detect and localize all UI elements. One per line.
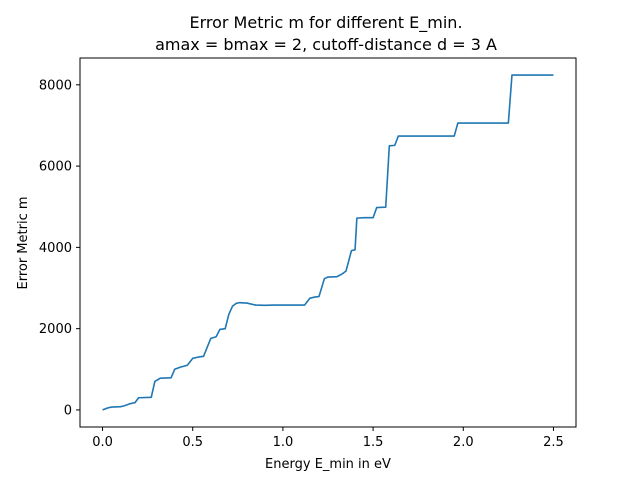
y-tick-label: 2000 bbox=[39, 322, 72, 337]
x-axis-label: Energy E_min in eV bbox=[265, 457, 391, 472]
y-tick-label: 8000 bbox=[39, 78, 72, 93]
x-axis: 0.0 0.5 1.0 1.5 2.0 2.5 bbox=[92, 427, 564, 450]
x-tick-label: 0.5 bbox=[182, 435, 203, 450]
chart-title-line-1: Error Metric m for different E_min. bbox=[189, 13, 462, 33]
series-line bbox=[102, 74, 554, 411]
y-axis: 0 2000 4000 6000 8000 bbox=[39, 78, 80, 418]
x-tick-label: 2.5 bbox=[543, 435, 564, 450]
x-tick-label: 1.0 bbox=[273, 435, 294, 450]
y-tick-label: 4000 bbox=[39, 241, 72, 256]
series-layer bbox=[102, 74, 554, 411]
y-axis-label: Error Metric m bbox=[16, 196, 31, 289]
y-tick-label: 0 bbox=[64, 403, 72, 418]
x-tick-label: 1.5 bbox=[363, 435, 384, 450]
plot-area bbox=[79, 57, 577, 428]
x-tick-label: 0.0 bbox=[92, 435, 113, 450]
x-tick-label: 2.0 bbox=[453, 435, 474, 450]
y-tick-label: 6000 bbox=[39, 160, 72, 175]
chart-title-line-2: amax = bmax = 2, cutoff-distance d = 3 A bbox=[155, 35, 497, 54]
